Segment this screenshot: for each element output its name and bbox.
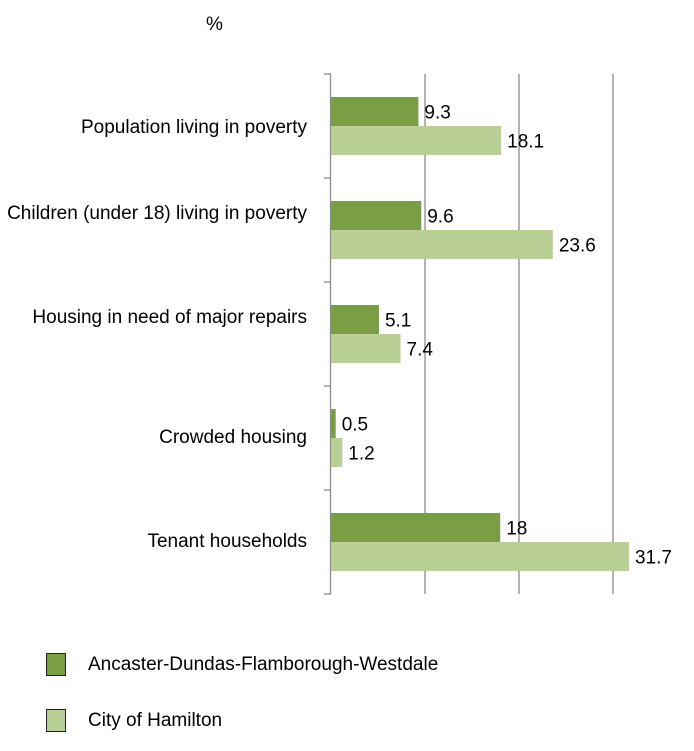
legend-swatch-adfw xyxy=(46,653,66,676)
gridlines xyxy=(324,73,614,595)
bar-series0-cat3 xyxy=(331,409,336,438)
value-label-series0-cat4: 18 xyxy=(506,519,527,540)
category-label-3: Crowded housing xyxy=(159,427,307,448)
value-label-series0-cat3: 0.5 xyxy=(342,415,368,436)
legend-item-hamilton: City of Hamilton xyxy=(46,709,222,732)
bar-series1-cat3 xyxy=(331,438,343,467)
bar-series0-cat0 xyxy=(331,97,419,126)
bar-series0-cat1 xyxy=(331,201,422,230)
bar-series1-cat0 xyxy=(331,126,502,155)
bar-series0-cat4 xyxy=(331,513,501,542)
value-label-series1-cat2: 7.4 xyxy=(407,340,434,361)
category-label-0: Population living in poverty xyxy=(80,117,307,138)
value-label-series0-cat2: 5.1 xyxy=(385,311,411,332)
value-label-series1-cat3: 1.2 xyxy=(348,444,374,465)
value-label-series1-cat1: 23.6 xyxy=(559,236,596,257)
value-label-series1-cat4: 31.7 xyxy=(635,548,672,569)
value-label-series1-cat0: 18.1 xyxy=(507,132,544,153)
legend-item-adfw: Ancaster-Dundas-Flamborough-Westdale xyxy=(46,653,438,676)
bar-series1-cat1 xyxy=(331,230,553,259)
category-label-1: Children (under 18) living in poverty xyxy=(7,203,307,224)
value-label-series0-cat0: 9.3 xyxy=(424,103,450,124)
value-label-series0-cat1: 9.6 xyxy=(427,207,453,228)
data-labels: 9.3 9.6 5.1 0.5 18 18.1 23.6 7.4 1.2 31.7 xyxy=(342,103,672,569)
legend-label-adfw: Ancaster-Dundas-Flamborough-Westdale xyxy=(88,653,439,675)
category-label-2: Housing in need of major repairs xyxy=(32,307,307,328)
legend-label-hamilton: City of Hamilton xyxy=(88,709,223,731)
bar-series1-cat4 xyxy=(331,542,629,571)
legend-swatch-hamilton xyxy=(46,709,66,732)
category-label-4: Tenant households xyxy=(147,531,307,552)
bar-series0-cat2 xyxy=(331,305,379,334)
unit-label: % xyxy=(206,14,223,35)
bar-series1-cat2 xyxy=(331,334,401,363)
bars xyxy=(331,97,629,571)
